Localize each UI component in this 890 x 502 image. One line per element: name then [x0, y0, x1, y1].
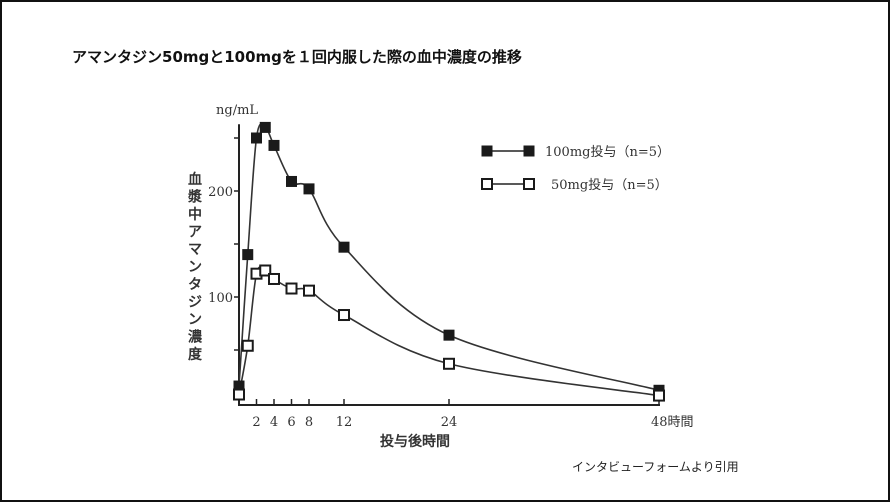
data-point: [251, 132, 262, 144]
legend-marker: [523, 178, 535, 190]
data-point: [303, 183, 315, 195]
data-point: [268, 272, 280, 285]
x-tick-label: 2: [252, 415, 260, 430]
data-point: [241, 339, 254, 352]
data-point: [268, 139, 280, 151]
data-point: [338, 241, 350, 253]
legend-marker: [481, 178, 493, 190]
legend-label: 100mg投与（n=5）: [545, 144, 670, 160]
legend-marker: [523, 145, 535, 157]
data-point: [285, 282, 298, 295]
series-curve-100mg: [238, 123, 660, 392]
source-note: インタビューフォームより引用: [572, 460, 739, 474]
data-point: [338, 309, 350, 322]
data-point: [653, 389, 665, 402]
x-tick-label: 6: [287, 415, 295, 430]
y-tick-label: 200: [208, 185, 233, 200]
legend-marker: [481, 145, 493, 157]
x-tick-label: 8: [305, 415, 313, 430]
data-point: [259, 264, 272, 277]
y-axis-label: 血漿中アマンタジン濃度: [187, 171, 203, 363]
x-tick-label: 12: [336, 415, 353, 430]
x-tick-label: 24: [441, 415, 458, 430]
data-point: [259, 121, 271, 133]
x-tick-label: 48時間: [651, 415, 694, 430]
data-point: [443, 357, 455, 370]
data-point: [233, 388, 245, 401]
data-point: [242, 249, 254, 261]
x-tick-label: 4: [270, 415, 278, 430]
y-unit-label: ng/mL: [216, 103, 258, 118]
legend-label: 50mg投与（n=5）: [551, 177, 668, 193]
data-point: [443, 329, 455, 341]
y-tick-label: 100: [208, 291, 233, 306]
chart-title: アマンタジン50mgと100mgを１回内服した際の血中濃度の推移: [72, 48, 522, 66]
data-point: [286, 175, 297, 187]
x-axis-label: 投与後時間: [380, 433, 450, 450]
data-point: [303, 284, 315, 297]
